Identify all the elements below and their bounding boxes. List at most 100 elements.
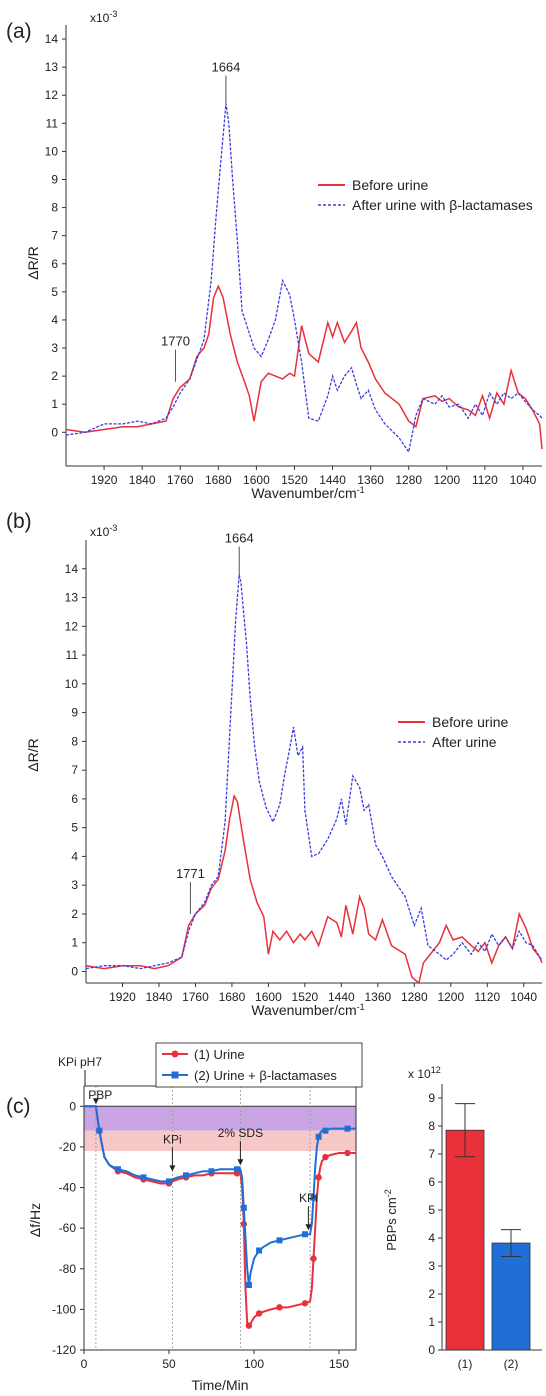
y-tick-label: 5 (71, 821, 78, 835)
y-tick-label: 13 (65, 591, 79, 605)
annotation-label: KPi pH7 (58, 1055, 102, 1069)
panel-b-peak-labels: 1664 1771 (176, 531, 254, 914)
series-line-urine (84, 1105, 356, 1328)
annotation-arrowhead (237, 1159, 244, 1166)
panel-a-series (65, 103, 543, 454)
data-point (256, 1247, 263, 1254)
legend-label-before: Before urine (352, 177, 428, 193)
data-point (183, 1172, 189, 1179)
x-tick-label: 1760 (182, 990, 209, 1004)
y-tick-label: 4 (428, 1231, 435, 1245)
x-tick-label: 1840 (146, 990, 173, 1004)
annotation-arrowhead (169, 1165, 176, 1172)
x-tick-label: 1600 (243, 473, 270, 487)
y-tick-label: 9 (428, 1091, 435, 1105)
data-point (115, 1166, 121, 1173)
y-tick-label: 1 (428, 1315, 435, 1329)
y-tick-label: -20 (59, 1140, 77, 1154)
legend-label-before: Before urine (432, 714, 508, 730)
x-tick-label: 1360 (364, 990, 391, 1004)
legend-marker-urine (171, 1050, 179, 1058)
y-tick-label: 9 (51, 172, 58, 186)
panel-a-label: (a) (6, 20, 32, 43)
y-tick-label: 0 (71, 964, 78, 978)
y-tick-label: 10 (65, 677, 79, 691)
y-tick-label: 10 (45, 144, 59, 158)
bar-2 (491, 1242, 531, 1351)
panel-c: (c) Δf/Hz Time/Min 0 -20 -40 -60 -80 -100 -120… (6, 1042, 363, 1393)
x-tick-label: 1280 (395, 473, 422, 487)
annotation-label: 2% SDS (218, 1126, 263, 1140)
x-tick-label: 1440 (319, 473, 346, 487)
panel-a-legend: Before urine After urine with β-lactamas… (318, 177, 533, 213)
data-point (166, 1178, 172, 1185)
y-tick-label: 0 (51, 425, 58, 439)
x-tick-label: 1840 (129, 473, 156, 487)
y-tick-label: 6 (428, 1175, 435, 1189)
annotation-label: KPi (163, 1132, 182, 1146)
x-tick-label: 1520 (292, 990, 319, 1004)
x-tick-label: 1360 (357, 473, 384, 487)
x-tick-label: 1440 (328, 990, 355, 1004)
y-tick-label: 0 (69, 1099, 76, 1113)
panel-b-series (85, 574, 543, 985)
x-tick-label: 1520 (281, 473, 308, 487)
panel-a-xlabel: Wavenumber/cm-1 (251, 485, 364, 501)
data-point (315, 1174, 322, 1181)
y-tick-label: 6 (71, 792, 78, 806)
panel-a-peak-labels: 1664 1770 (161, 60, 240, 382)
data-point (344, 1125, 351, 1132)
peak-label: 1664 (211, 60, 240, 75)
y-tick-label: 2 (51, 369, 58, 383)
y-tick-label: 7 (51, 229, 58, 243)
y-tick-label: 1 (71, 936, 78, 950)
y-tick-label: 5 (428, 1203, 435, 1217)
y-tick-label: 3 (428, 1259, 435, 1273)
x-tick-label: 50 (162, 1357, 176, 1371)
y-tick-label: 12 (45, 88, 59, 102)
panel-b-exponent: x10-3 (90, 523, 117, 539)
data-point (140, 1174, 147, 1181)
data-point (255, 1310, 263, 1317)
panel-d-exponent: x 1012 (408, 1065, 441, 1081)
panel-a-exponent: x10-3 (90, 9, 117, 25)
legend-label-after: After urine with β-lactamases (352, 197, 533, 213)
legend-box (155, 1042, 363, 1088)
y-tick-label: 12 (65, 619, 79, 633)
y-tick-label: 11 (66, 648, 79, 662)
panel-c-legend: (1) Urine (2) Urine + β-lactamases (155, 1042, 363, 1088)
y-tick-label: 7 (71, 763, 78, 777)
legend-label-after: After urine (432, 734, 497, 750)
panel-b-xlabel: Wavenumber/cm-1 (251, 1002, 364, 1018)
y-tick-label: -120 (52, 1343, 76, 1357)
x-tick-label: 1200 (433, 473, 460, 487)
data-point (322, 1127, 329, 1134)
x-tick-label: 1120 (472, 473, 498, 487)
y-tick-label: 14 (45, 32, 59, 46)
series-line-after (65, 103, 543, 454)
y-tick-label: 3 (51, 341, 58, 355)
y-tick-label: 8 (428, 1119, 435, 1133)
x-tick-label: 100 (244, 1357, 264, 1371)
panel-c-bands (84, 1086, 356, 1350)
y-tick-label: 9 (71, 706, 78, 720)
x-tick-label: 1760 (167, 473, 194, 487)
x-tick-label: 1600 (255, 990, 282, 1004)
x-tick-label: 1920 (109, 990, 136, 1004)
x-tick-label: 1680 (219, 990, 246, 1004)
y-tick-label: 2 (428, 1287, 435, 1301)
y-tick-label: 0 (428, 1343, 435, 1357)
data-point (240, 1204, 247, 1211)
legend-label-lactamases: (2) Urine + β-lactamases (194, 1068, 337, 1083)
panel-d-axes: 0 1 2 3 4 5 6 7 8 9 (428, 1084, 542, 1357)
y-tick-label: 8 (51, 201, 58, 215)
y-tick-label: 2 (71, 907, 78, 921)
data-point (310, 1194, 317, 1201)
x-tick-label: (1) (458, 1357, 473, 1371)
band-purple (84, 1106, 356, 1131)
annotation-label: PBP (88, 1088, 112, 1102)
peak-label: 1664 (225, 531, 254, 546)
data-point (322, 1153, 329, 1161)
